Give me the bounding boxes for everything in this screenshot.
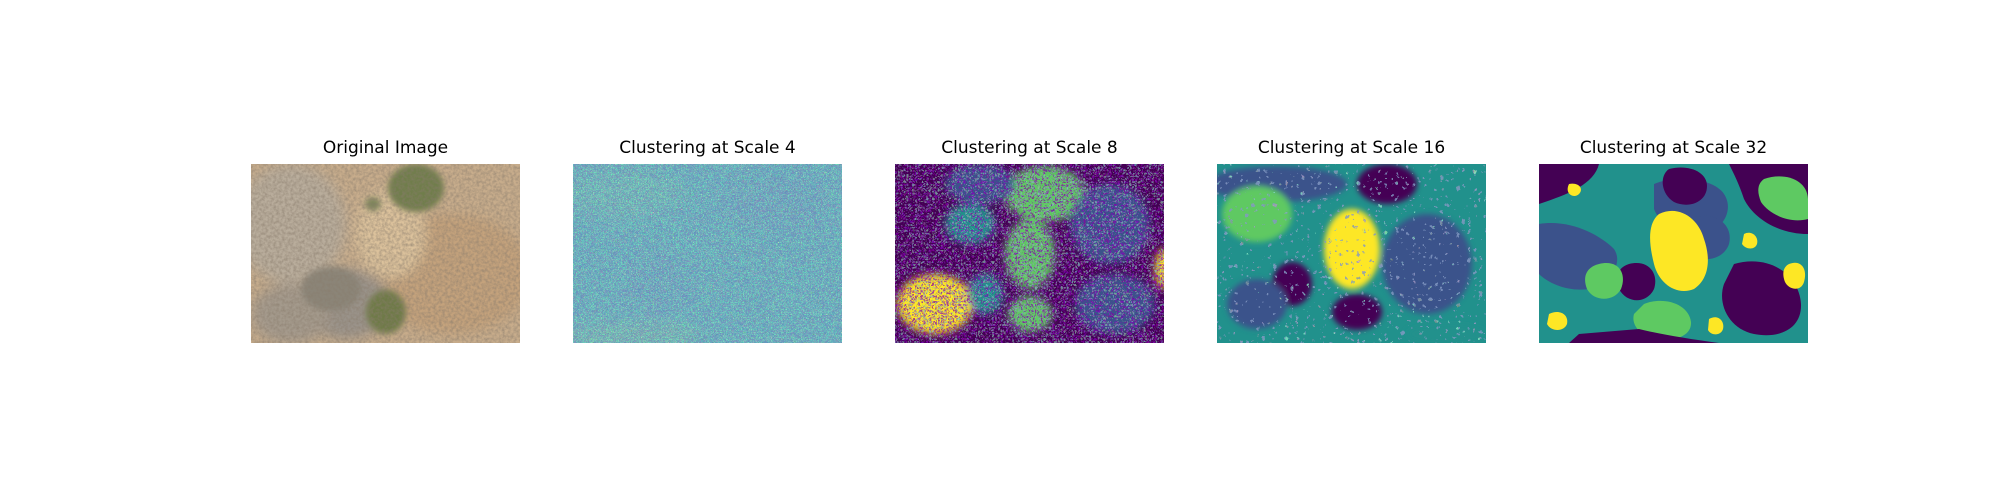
cluster-map-scale-16 — [1217, 164, 1486, 343]
panel-title: Clustering at Scale 4 — [619, 138, 796, 158]
panel-title: Original Image — [322, 138, 449, 158]
panel-title: Clustering at Scale 8 — [941, 138, 1118, 158]
cluster-map-scale-32 — [1539, 164, 1808, 343]
cluster-map-scale-4 — [573, 164, 842, 343]
panel-title: Clustering at Scale 16 — [1257, 138, 1446, 158]
original-aerial-image — [251, 164, 520, 343]
cluster-map-scale-8 — [895, 164, 1164, 343]
panel-title: Clustering at Scale 32 — [1579, 138, 1768, 158]
